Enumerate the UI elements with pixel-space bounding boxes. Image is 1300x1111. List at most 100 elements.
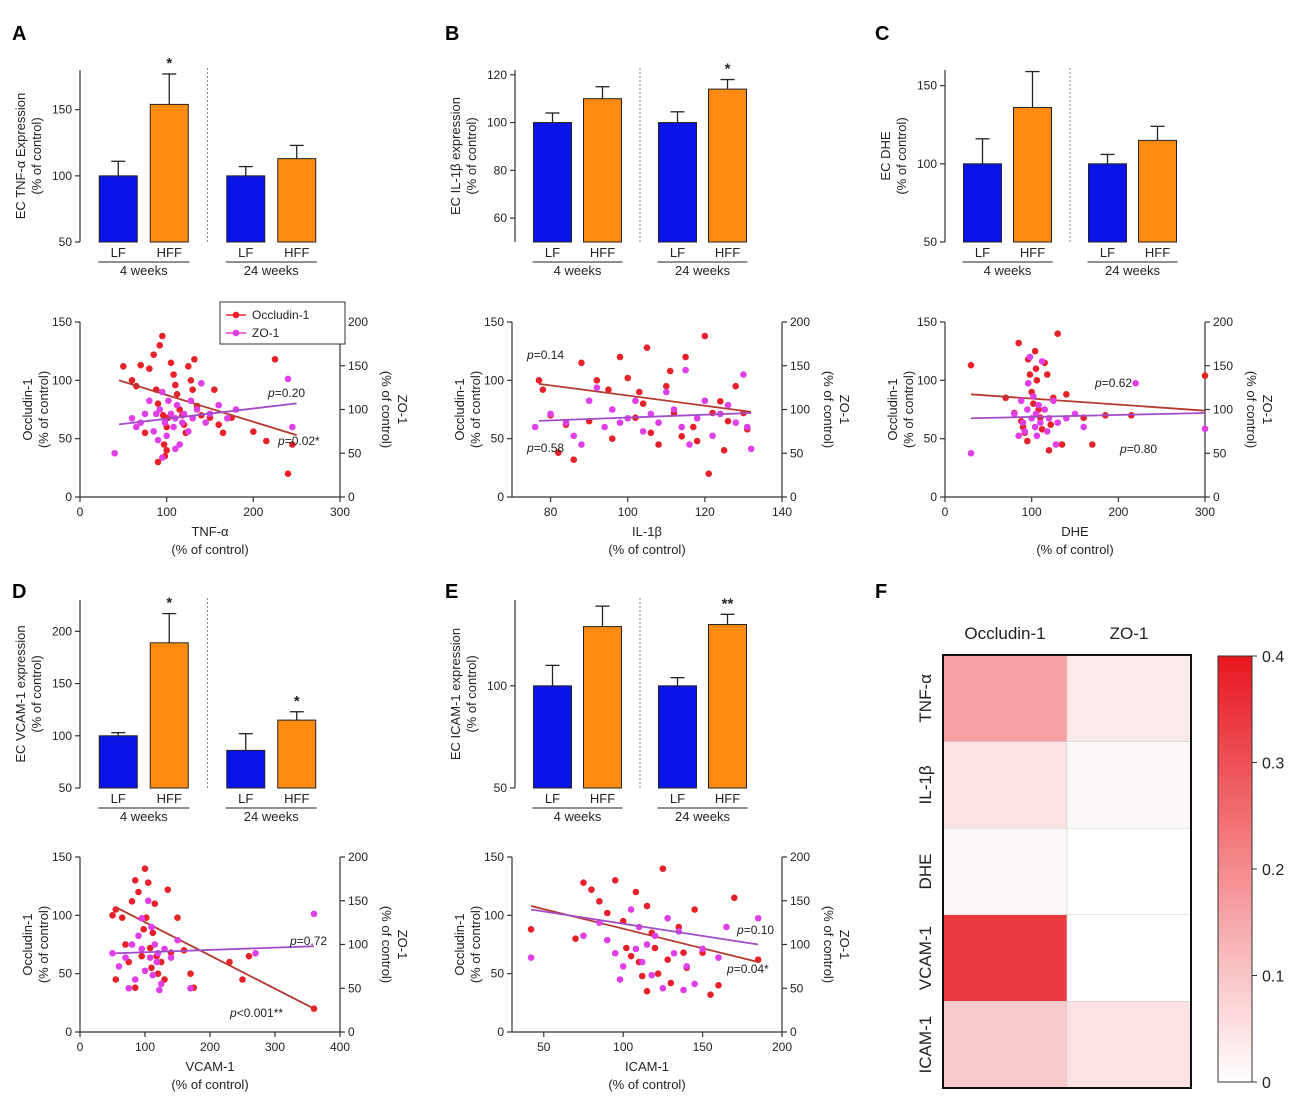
- group-label-b: 24 weeks: [675, 263, 730, 278]
- scatter-point-zo1-d: [187, 984, 194, 992]
- scatter-point-zo1-a: [284, 375, 292, 383]
- scatter-point-occludin-d: [148, 964, 155, 972]
- scatter-point-zo1-c: [1043, 428, 1051, 435]
- x-tick-label-c: 300: [1195, 505, 1215, 519]
- scatter-point-occludin-e: [603, 909, 611, 917]
- scatter-point-occludin-d: [149, 929, 157, 937]
- scatter-point-occludin-b: [720, 447, 728, 454]
- legend-marker-a: [232, 329, 240, 337]
- bar-label-d: LF: [238, 791, 253, 806]
- scatter-point-occludin-e: [611, 877, 619, 884]
- y-tick-label-a: 100: [52, 169, 72, 183]
- scatter-point-occludin-b: [616, 353, 624, 361]
- scatter-point-occludin-a: [141, 429, 149, 437]
- colorbar-tick-label: 0.1: [1262, 969, 1284, 986]
- x-tick-label-d: 200: [200, 1040, 220, 1054]
- scatter-point-zo1-e: [723, 923, 730, 931]
- scatter-point-zo1-d: [151, 941, 159, 948]
- bar-a: [149, 103, 189, 243]
- scatter-point-zo1-c: [1024, 379, 1032, 387]
- x-axis-label-sub-a: (% of control): [171, 542, 248, 557]
- regression-line-occludin-d: [115, 906, 315, 1010]
- x-tick-label-a: 300: [330, 505, 350, 519]
- y-tick-label-a: 150: [52, 103, 72, 117]
- x-tick-label-d: 300: [265, 1040, 285, 1054]
- scatter-point-zo1-d: [135, 932, 142, 940]
- y2-axis-label-e: ZO-1: [837, 930, 852, 960]
- scatter-point-occludin-d: [157, 958, 165, 966]
- bar-label-d: HFF: [284, 791, 309, 806]
- regression-line-zo1-b: [538, 412, 752, 422]
- scatter-point-occludin-e: [632, 888, 640, 896]
- scatter-point-occludin-d: [146, 944, 154, 952]
- scatter-point-zo1-b: [709, 432, 716, 440]
- scatter-point-zo1-e: [683, 963, 691, 970]
- scatter-point-occludin-a: [219, 429, 227, 437]
- scatter-point-zo1-d: [153, 958, 160, 966]
- scatter-point-occludin-a: [120, 363, 127, 370]
- y2-tick-label-a: 200: [348, 315, 368, 329]
- y-tick-label-c: 150: [917, 315, 937, 329]
- scatter-point-occludin-c: [1033, 377, 1041, 384]
- scatter-point-occludin-b: [701, 332, 709, 340]
- y2-tick-label-c: 50: [1213, 446, 1227, 460]
- scatter-point-zo1-c: [1031, 423, 1039, 431]
- y-tick-label-d: 50: [59, 967, 73, 981]
- scatter-point-zo1-b: [593, 384, 601, 391]
- scatter-point-zo1-e: [754, 914, 762, 922]
- scatter-point-zo1-e: [699, 945, 706, 953]
- scatter-point-occludin-d: [135, 888, 142, 896]
- scatter-point-zo1-b: [678, 423, 686, 431]
- scatter-point-zo1-d: [141, 967, 149, 975]
- y2-axis-label-sub-e: (% of control): [821, 906, 836, 983]
- y2-tick-label-d: 0: [348, 1025, 355, 1039]
- heatmap-cell: [942, 827, 1068, 916]
- scatter-point-occludin-c: [1002, 394, 1009, 402]
- y2-tick-label-c: 100: [1213, 403, 1233, 417]
- scatter-point-zo1-d: [167, 954, 175, 961]
- x-tick-label-b: 100: [618, 505, 638, 519]
- scatter-point-zo1-d: [157, 980, 165, 988]
- p-value-zo1-a: p=0.20: [267, 386, 305, 400]
- scatter-point-occludin-e: [596, 898, 603, 905]
- p-value-occludin-c: p=0.62: [1094, 376, 1132, 390]
- heatmap-cell: [942, 654, 1068, 742]
- bar-a: [226, 175, 266, 243]
- regression-line-zo1-a: [118, 402, 297, 426]
- legend-label-a: ZO-1: [252, 326, 280, 340]
- scatter-point-occludin-a: [160, 441, 168, 448]
- bar-c: [1138, 139, 1177, 243]
- y-tick-label-b: 50: [491, 432, 505, 446]
- scatter-point-zo1-b: [647, 410, 655, 418]
- scatter-point-zo1-d: [131, 976, 139, 983]
- scatter-point-occludin-e: [588, 886, 595, 893]
- x-tick-label-b: 140: [772, 505, 792, 519]
- x-tick-label-c: 0: [942, 505, 949, 519]
- scatter-point-occludin-b: [682, 353, 689, 361]
- y2-tick-label-c: 200: [1213, 315, 1233, 329]
- y-tick-label-e: 50: [494, 781, 508, 795]
- scatter-point-zo1-a: [159, 388, 166, 396]
- x-tick-label-e: 100: [613, 1040, 633, 1054]
- scatter-point-zo1-a: [187, 397, 195, 405]
- y-tick-label-d: 150: [52, 677, 72, 691]
- scatter-point-zo1-b: [747, 445, 755, 453]
- bar-label-c: LF: [1100, 245, 1115, 260]
- scatter-point-zo1-d: [252, 949, 259, 957]
- y2-tick-label-d: 50: [348, 981, 362, 995]
- y-axis-label-sub-b: (% of control): [468, 371, 483, 448]
- bar-label-e: LF: [545, 791, 560, 806]
- scatter-point-zo1-a: [172, 445, 179, 453]
- scatter-point-zo1-b: [724, 401, 732, 409]
- y2-axis-label-a: ZO-1: [395, 395, 410, 425]
- x-axis-label-e: ICAM-1: [625, 1059, 669, 1074]
- scatter-point-occludin-a: [284, 470, 292, 477]
- panel-letter-f: F: [875, 581, 887, 603]
- scatter-point-zo1-c: [1033, 432, 1041, 440]
- regression-line-zo1-c: [970, 412, 1206, 420]
- y-tick-label-e: 150: [484, 850, 504, 864]
- scatter-point-occludin-e: [643, 987, 651, 995]
- scatter-point-occludin-a: [187, 377, 195, 384]
- scatter-point-occludin-b: [539, 386, 547, 393]
- scatter-point-occludin-e: [715, 982, 722, 989]
